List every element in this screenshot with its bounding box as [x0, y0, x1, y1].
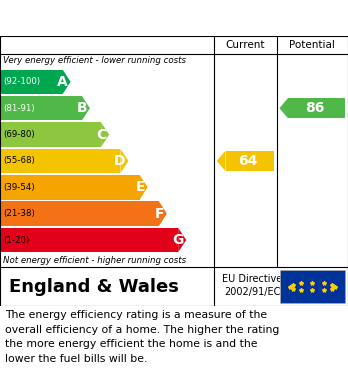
Bar	[0, 228, 178, 252]
Text: England & Wales: England & Wales	[9, 278, 179, 296]
Bar	[0, 96, 82, 120]
Text: (1-20): (1-20)	[3, 235, 29, 244]
Text: D: D	[114, 154, 126, 168]
Text: (21-38): (21-38)	[3, 209, 34, 218]
Text: 64: 64	[238, 154, 258, 168]
Bar	[0, 149, 120, 173]
Polygon shape	[120, 149, 128, 173]
Bar	[288, 98, 345, 118]
Text: F: F	[155, 207, 164, 221]
Text: G: G	[172, 233, 183, 247]
Bar	[0, 122, 101, 147]
Polygon shape	[279, 98, 288, 118]
Text: C: C	[96, 127, 106, 142]
Polygon shape	[159, 201, 167, 226]
Text: The energy efficiency rating is a measure of the
overall efficiency of a home. T: The energy efficiency rating is a measur…	[5, 310, 279, 364]
Text: B: B	[77, 101, 87, 115]
Text: Not energy efficient - higher running costs: Not energy efficient - higher running co…	[3, 256, 187, 265]
Text: 86: 86	[305, 101, 325, 115]
Text: E: E	[135, 180, 145, 194]
Bar	[226, 151, 274, 171]
Polygon shape	[82, 96, 90, 120]
Polygon shape	[140, 175, 148, 199]
Text: Potential: Potential	[290, 40, 335, 50]
Polygon shape	[217, 151, 226, 171]
Text: (81-91): (81-91)	[3, 104, 34, 113]
Text: (39-54): (39-54)	[3, 183, 34, 192]
Bar	[0, 70, 63, 94]
Text: Current: Current	[226, 40, 265, 50]
Text: (55-68): (55-68)	[3, 156, 34, 165]
Polygon shape	[101, 122, 109, 147]
Text: A: A	[57, 75, 68, 89]
Bar	[0, 201, 159, 226]
Bar	[280, 270, 345, 303]
Polygon shape	[178, 228, 186, 252]
Bar	[0, 175, 140, 199]
Text: Energy Efficiency Rating: Energy Efficiency Rating	[10, 11, 232, 26]
Text: (92-100): (92-100)	[3, 77, 40, 86]
Text: Very energy efficient - lower running costs: Very energy efficient - lower running co…	[3, 56, 187, 65]
Polygon shape	[63, 70, 71, 94]
Text: (69-80): (69-80)	[3, 130, 34, 139]
Text: EU Directive
2002/91/EC: EU Directive 2002/91/EC	[222, 274, 283, 298]
